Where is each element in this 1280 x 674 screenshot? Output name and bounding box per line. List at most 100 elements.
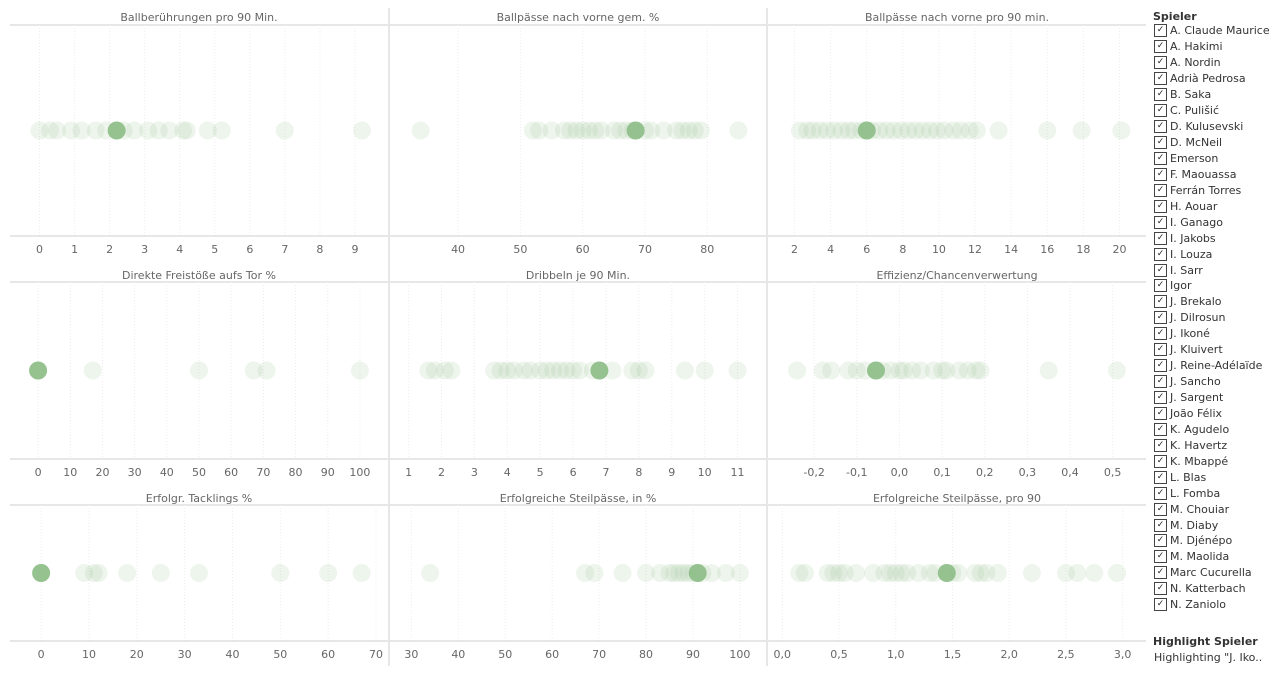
data-point [212,121,231,140]
legend-item[interactable]: ✓ D. McNeil [1154,135,1278,151]
checkbox-icon[interactable]: ✓ [1154,40,1167,54]
checkbox-icon[interactable]: ✓ [1154,470,1167,484]
checkbox-icon[interactable]: ✓ [1154,375,1167,389]
checkbox-icon[interactable]: ✓ [1154,518,1167,532]
tick-label: 0,2 [976,466,994,479]
checkbox-icon[interactable]: ✓ [1154,199,1167,213]
legend-item[interactable]: ✓ N. Zaniolo [1154,597,1278,613]
legend-item[interactable]: ✓ Adrià Pedrosa [1154,71,1278,87]
checkbox-icon[interactable]: ✓ [1154,120,1167,134]
data-point [798,121,817,140]
legend-item[interactable]: ✓ F. Maouassa [1154,166,1278,182]
legend-item[interactable]: ✓ C. Pulišić [1154,103,1278,119]
checkbox-icon[interactable]: ✓ [1154,582,1167,596]
legend-item[interactable]: ✓ J. Sargent [1154,390,1278,406]
legend-item[interactable]: ✓ I. Louza [1154,246,1278,262]
checkbox-icon[interactable]: ✓ [1154,438,1167,452]
legend-item[interactable]: ✓ L. Fomba [1154,485,1278,501]
legend-item[interactable]: ✓ I. Jakobs [1154,230,1278,246]
tick-label: 14 [1004,243,1018,256]
legend-item[interactable]: ✓ A. Claude Maurice [1154,23,1278,39]
checkbox-icon[interactable]: ✓ [1154,279,1167,293]
legend-list[interactable]: ✓ A. Claude Maurice ✓ A. Hakimi ✓ A. Nordin ✓ A… [1150,23,1278,629]
legend-item[interactable]: ✓ A. Hakimi [1154,39,1278,55]
checkbox-icon[interactable]: ✓ [1154,327,1167,341]
data-point [411,121,430,140]
checkbox-icon[interactable]: ✓ [1154,72,1167,86]
data-point [421,564,440,582]
data-point [177,121,196,140]
legend-label: B. Saka [1170,88,1212,102]
chart-title: Ballpässe nach vorne pro 90 min. [865,11,1049,24]
legend-item[interactable]: ✓ J. Reine-Adélaïde [1154,358,1278,374]
legend-item[interactable]: ✓ Marc Cucurella [1154,565,1278,581]
checkbox-icon[interactable]: ✓ [1154,88,1167,102]
checkbox-icon[interactable]: ✓ [1154,311,1167,325]
checkbox-icon[interactable]: ✓ [1154,24,1167,38]
legend-item[interactable]: ✓ M. Diaby [1154,517,1278,533]
legend-item[interactable]: ✓ J. Ikoné [1154,326,1278,342]
highlight-input[interactable]: Highlighting "J. Iko.. [1154,651,1263,664]
legend-item[interactable]: ✓ D. Kulusevski [1154,119,1278,135]
checkbox-icon[interactable]: ✓ [1154,104,1167,118]
legend-item[interactable]: ✓ M. Djénépo [1154,533,1278,549]
checkbox-icon[interactable]: ✓ [1154,343,1167,357]
checkbox-icon[interactable]: ✓ [1154,56,1167,70]
checkbox-icon[interactable]: ✓ [1154,167,1167,181]
tick-label: 2,5 [1057,648,1075,661]
checkbox-icon[interactable]: ✓ [1154,422,1167,436]
legend-label: D. McNeil [1170,136,1223,150]
legend-item[interactable]: ✓ A. Nordin [1154,55,1278,71]
checkbox-icon[interactable]: ✓ [1154,486,1167,500]
highlighted-point [32,564,51,582]
legend-item[interactable]: ✓ João Félix [1154,406,1278,422]
legend-item[interactable]: ✓ N. Katterbach [1154,581,1278,597]
legend-item[interactable]: ✓ B. Saka [1154,87,1278,103]
data-point [728,361,747,380]
legend-item[interactable]: ✓ I. Ganago [1154,214,1278,230]
checkbox-icon[interactable]: ✓ [1154,566,1167,580]
legend-item[interactable]: ✓ Ferrán Torres [1154,182,1278,198]
legend-item[interactable]: ✓ J. Brekalo [1154,294,1278,310]
legend-item[interactable]: ✓ M. Chouiar [1154,501,1278,517]
legend-item[interactable]: ✓ J. Dilrosun [1154,310,1278,326]
checkbox-icon[interactable]: ✓ [1154,295,1167,309]
data-point [592,121,611,140]
tick-label: -0,2 [803,466,824,479]
checkbox-icon[interactable]: ✓ [1154,263,1167,277]
checkbox-icon[interactable]: ✓ [1154,502,1167,516]
checkbox-icon[interactable]: ✓ [1154,534,1167,548]
legend-item[interactable]: ✓ I. Sarr [1154,262,1278,278]
checkbox-icon[interactable]: ✓ [1154,136,1167,150]
checkbox-icon[interactable]: ✓ [1154,151,1167,165]
legend-item[interactable]: ✓ H. Aouar [1154,198,1278,214]
data-point [75,564,94,582]
data-point [504,361,523,380]
checkbox-icon[interactable]: ✓ [1154,550,1167,564]
legend-item[interactable]: ✓ Igor [1154,278,1278,294]
checkbox-icon[interactable]: ✓ [1154,391,1167,405]
checkbox-icon[interactable]: ✓ [1154,231,1167,245]
checkbox-icon[interactable]: ✓ [1154,359,1167,373]
legend-item[interactable]: ✓ J. Kluivert [1154,342,1278,358]
checkbox-icon[interactable]: ✓ [1154,406,1167,420]
checkbox-icon[interactable]: ✓ [1154,454,1167,468]
legend-item[interactable]: ✓ K. Mbappé [1154,453,1278,469]
legend-item[interactable]: ✓ J. Sancho [1154,374,1278,390]
checkbox-icon[interactable]: ✓ [1154,183,1167,197]
tick-label: 2 [791,243,798,256]
checkbox-icon[interactable]: ✓ [1154,247,1167,261]
legend-item[interactable]: ✓ M. Maolida [1154,549,1278,565]
tick-label: 50 [513,243,527,256]
tick-label: 1 [71,243,78,256]
chart-panel: Dribbeln je 90 Min. 1 2 3 4 5 6 7 8 9 10 11 [390,269,766,479]
legend-item[interactable]: ✓ K. Havertz [1154,437,1278,453]
checkbox-icon[interactable]: ✓ [1154,215,1167,229]
checkbox-icon[interactable]: ✓ [1154,598,1167,612]
legend-item[interactable]: ✓ Emerson [1154,151,1278,167]
legend-item[interactable]: ✓ L. Blas [1154,469,1278,485]
legend-item[interactable]: ✓ K. Agudelo [1154,421,1278,437]
tick-label: 1 [405,466,412,479]
data-point [1056,564,1075,582]
data-point [350,361,369,380]
